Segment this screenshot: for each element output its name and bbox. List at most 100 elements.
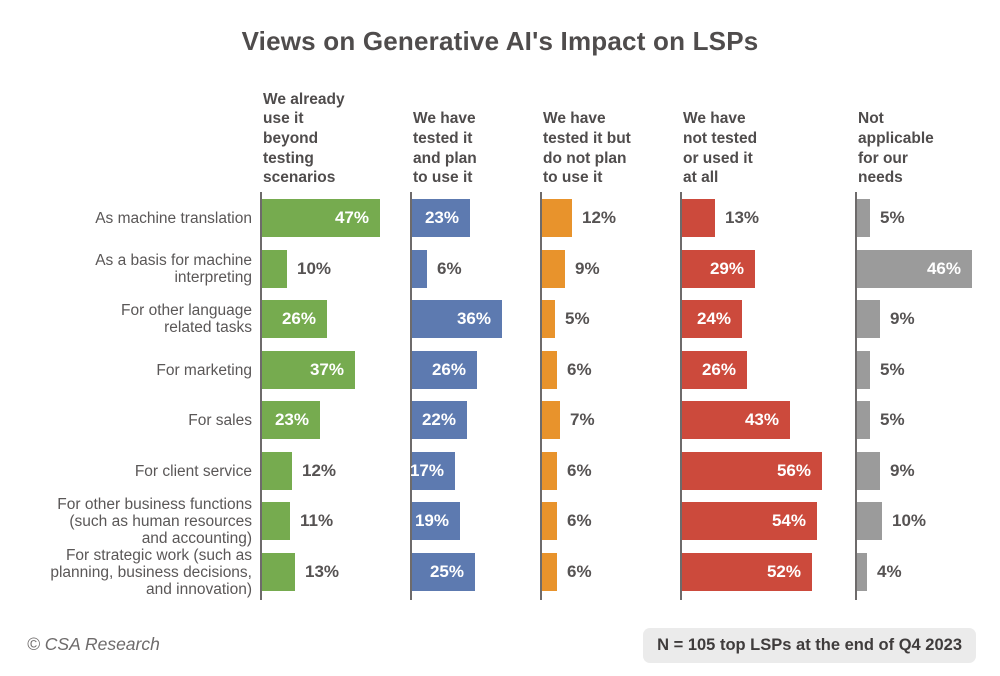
category-label: For other business functions (such as hu… xyxy=(57,495,252,547)
value-label: 12% xyxy=(302,461,337,480)
bar xyxy=(262,502,290,540)
value-label: 9% xyxy=(890,461,915,480)
value-label: 23% xyxy=(274,410,309,429)
bar xyxy=(857,250,972,288)
bar xyxy=(262,553,295,591)
bar xyxy=(857,452,880,490)
bar xyxy=(542,553,557,591)
category-label: For strategic work (such as planning, bu… xyxy=(50,546,252,598)
series-header: We have tested it but do not plan to use… xyxy=(543,110,631,187)
bar xyxy=(412,300,502,338)
value-label: 24% xyxy=(696,309,731,328)
value-label: 13% xyxy=(725,208,760,227)
value-label: 19% xyxy=(414,511,449,530)
copyright-credit: © CSA Research xyxy=(27,634,160,654)
category-label: As a basis for machine interpreting xyxy=(95,252,252,286)
axis-line xyxy=(410,192,412,600)
value-label: 25% xyxy=(429,562,464,581)
bar xyxy=(857,351,870,389)
value-label: 9% xyxy=(575,259,600,278)
category-label: For other language related tasks xyxy=(121,302,252,336)
value-label: 26% xyxy=(701,360,736,379)
value-label: 36% xyxy=(456,309,491,328)
value-label: 54% xyxy=(771,511,806,530)
value-label: 6% xyxy=(567,461,592,480)
value-label: 5% xyxy=(565,309,590,328)
value-label: 6% xyxy=(567,360,592,379)
bar xyxy=(262,250,287,288)
bar xyxy=(542,199,572,237)
value-label: 47% xyxy=(334,208,369,227)
category-label: For sales xyxy=(188,411,252,429)
bar xyxy=(412,250,427,288)
value-label: 52% xyxy=(766,562,801,581)
series-header: Not applicable for our needs xyxy=(858,110,934,187)
bar xyxy=(682,452,822,490)
value-label: 17% xyxy=(409,461,444,480)
bar xyxy=(682,502,817,540)
value-label: 6% xyxy=(567,562,592,581)
bar xyxy=(682,300,742,338)
chart-title: Views on Generative AI's Impact on LSPs xyxy=(241,26,759,56)
bar xyxy=(412,401,467,439)
value-label: 10% xyxy=(297,259,332,278)
value-label: 9% xyxy=(890,309,915,328)
value-label: 11% xyxy=(300,511,334,530)
bar xyxy=(262,452,292,490)
value-label: 6% xyxy=(567,511,592,530)
value-label: 12% xyxy=(582,208,617,227)
bar xyxy=(262,351,355,389)
value-label: 5% xyxy=(880,208,905,227)
bar xyxy=(857,401,870,439)
bar xyxy=(542,452,557,490)
bar xyxy=(412,199,470,237)
value-label: 23% xyxy=(424,208,459,227)
bar xyxy=(412,452,455,490)
value-label: 7% xyxy=(570,410,595,429)
axis-line xyxy=(540,192,542,600)
value-label: 13% xyxy=(305,562,340,581)
value-label: 5% xyxy=(880,360,905,379)
axis-line xyxy=(855,192,857,600)
bar xyxy=(682,553,812,591)
bar xyxy=(542,351,557,389)
bar xyxy=(682,351,747,389)
bar xyxy=(857,300,880,338)
sample-size-badge: N = 105 top LSPs at the end of Q4 2023 xyxy=(643,628,976,663)
category-label: For client service xyxy=(134,462,252,480)
axis-line xyxy=(260,192,262,600)
value-label: 26% xyxy=(281,309,316,328)
value-label: 6% xyxy=(437,259,462,278)
bar xyxy=(412,502,460,540)
value-label: 5% xyxy=(880,410,905,429)
bar xyxy=(542,250,565,288)
value-label: 26% xyxy=(431,360,466,379)
bar xyxy=(262,300,327,338)
value-label: 46% xyxy=(926,259,961,278)
value-label: 37% xyxy=(309,360,344,379)
bar xyxy=(857,502,882,540)
bar xyxy=(262,401,320,439)
axis-line xyxy=(680,192,682,600)
category-label: As machine translation xyxy=(95,209,252,227)
bar xyxy=(412,351,477,389)
series-header: We have not tested or used it at all xyxy=(683,110,758,187)
bar xyxy=(412,553,475,591)
bar xyxy=(542,401,560,439)
bar xyxy=(857,553,867,591)
value-label: 22% xyxy=(421,410,456,429)
bar xyxy=(682,250,755,288)
bar xyxy=(682,199,715,237)
value-label: 29% xyxy=(709,259,744,278)
bar xyxy=(857,199,870,237)
value-label: 56% xyxy=(776,461,811,480)
bar xyxy=(542,502,557,540)
value-label: 10% xyxy=(892,511,927,530)
category-label: For marketing xyxy=(156,361,252,379)
bar xyxy=(682,401,790,439)
series-header: We already use it beyond testing scenari… xyxy=(263,90,345,187)
value-label: 43% xyxy=(744,410,779,429)
bar xyxy=(542,300,555,338)
